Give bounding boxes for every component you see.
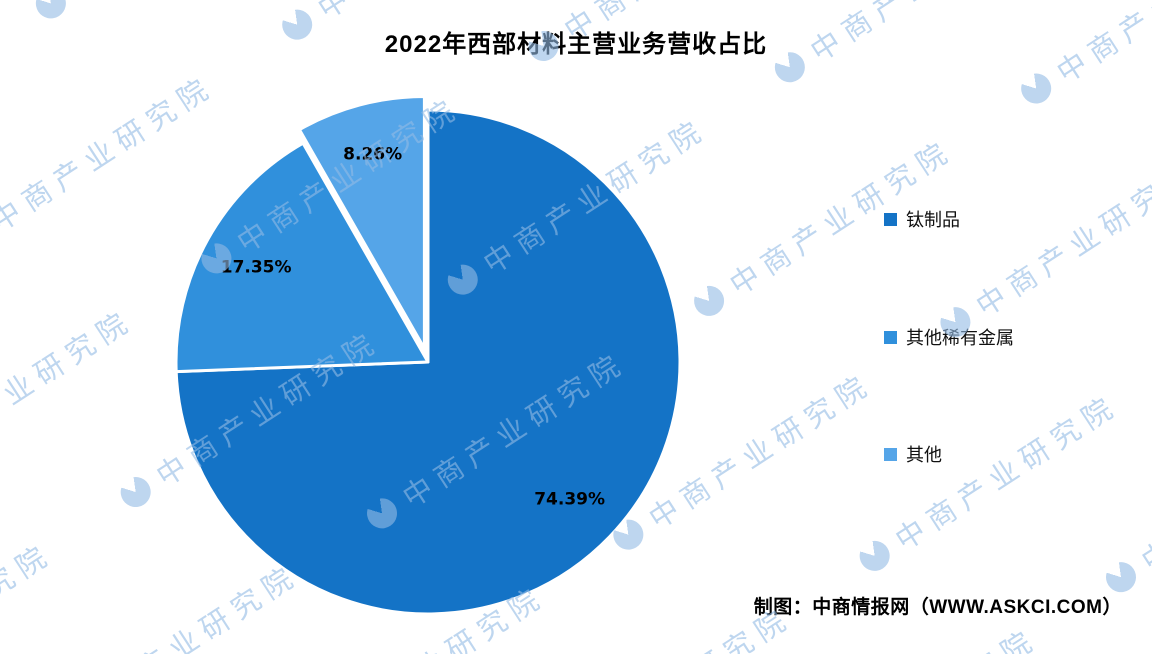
legend-marker [884, 330, 897, 344]
legend-item: 其他 [884, 441, 942, 467]
legend-item: 其他稀有金属 [884, 324, 1014, 350]
legend-label: 钛制品 [906, 210, 960, 230]
legend-marker [884, 212, 897, 226]
pie-slice-label: 74.39% [534, 489, 605, 509]
legend-label: 其他 [906, 445, 942, 465]
pie-slice-3 [297, 94, 426, 350]
legend-label: 其他稀有金属 [906, 328, 1014, 348]
pie-slice-label: 8.26% [343, 145, 402, 165]
legend-marker [884, 447, 897, 461]
legend-item: 钛制品 [884, 206, 960, 232]
credit-text: 制图：中商情报网（WWW.ASKCI.COM） [753, 597, 1122, 618]
pie-slice-label: 17.35% [221, 258, 292, 278]
chart-title: 2022年西部材料主营业务营收占比 [384, 31, 768, 58]
